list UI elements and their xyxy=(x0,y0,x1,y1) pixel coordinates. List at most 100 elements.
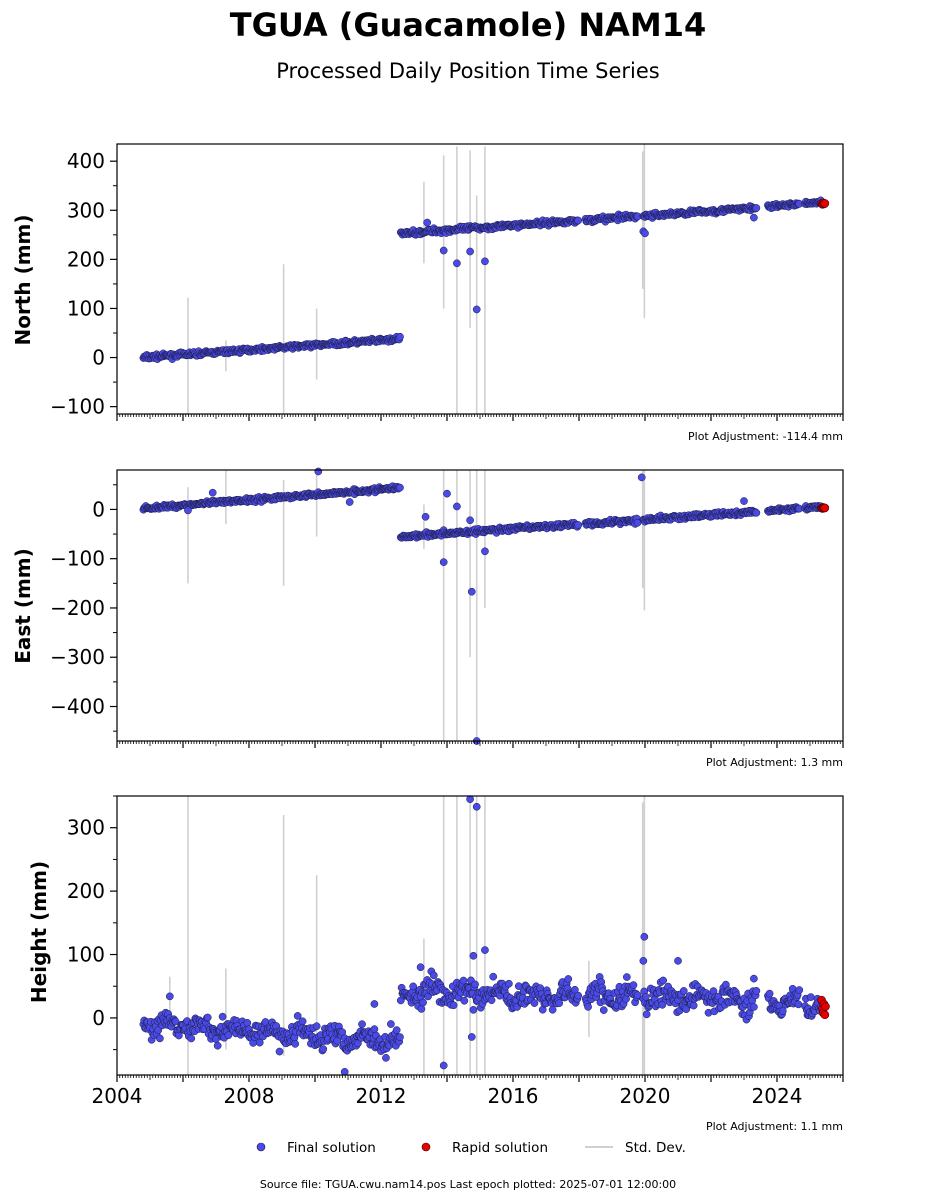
east-outlier-point xyxy=(439,558,448,566)
east-outlier-point xyxy=(421,512,430,521)
legend-rapid-marker xyxy=(421,1142,431,1152)
height-data-point xyxy=(658,1000,667,1009)
east-rapid-point xyxy=(820,503,830,513)
north-outlier-point xyxy=(481,257,489,266)
north-outlier-point xyxy=(423,218,432,227)
north-outlier-point xyxy=(466,247,474,256)
height-data-point xyxy=(243,1019,252,1027)
height-outlier-point xyxy=(674,957,682,965)
height-outlier-point xyxy=(640,932,649,941)
east-outlier-point xyxy=(184,506,192,515)
height-outlier-point xyxy=(370,1000,379,1008)
height-data-point xyxy=(417,1005,426,1013)
east-data-point xyxy=(752,508,761,517)
height-data-point xyxy=(750,1003,758,1011)
north-data-point xyxy=(396,332,404,341)
north-ytick-label: 400 xyxy=(67,149,105,173)
legend: Final solution Rapid solution Std. Dev. xyxy=(256,1140,686,1156)
height-data-point xyxy=(429,971,438,980)
height-data-point xyxy=(571,985,579,994)
north-data-point xyxy=(752,204,761,212)
height-data-point xyxy=(623,973,631,981)
height-data-point xyxy=(530,999,539,1007)
height-outlier-point xyxy=(467,1033,476,1041)
height-data-point xyxy=(629,981,638,989)
height-data-point xyxy=(641,992,650,1001)
east-ylabel: East (mm) xyxy=(11,548,35,664)
north-ylabel: North (mm) xyxy=(11,214,35,345)
north-outlier-point xyxy=(750,213,758,222)
height-outlier-point xyxy=(439,1061,448,1070)
height-data-point xyxy=(224,1031,233,1040)
height-data-point xyxy=(291,1040,300,1048)
height-data-point xyxy=(752,987,761,995)
height-data-point xyxy=(689,1001,698,1010)
height-data-point xyxy=(293,1012,302,1020)
height-data-point xyxy=(778,1007,787,1015)
panel-north: −100 0 100 200 300 400 North (mm) Plot Adjust… xyxy=(11,143,844,443)
height-data-point xyxy=(460,996,469,1005)
east-ytick-label: −300 xyxy=(50,645,105,669)
source-footer: Source file: TGUA.cwu.nam14.pos Last epo… xyxy=(260,1178,676,1191)
height-ylabel: Height (mm) xyxy=(27,861,51,1003)
north-ytick-label: 200 xyxy=(67,247,105,271)
height-xtick-label: 2020 xyxy=(620,1084,671,1108)
height-data-point xyxy=(487,996,496,1005)
height-data-point xyxy=(358,1020,366,1029)
height-data-point xyxy=(333,1036,342,1045)
east-ytick-label: −100 xyxy=(50,547,105,571)
height-data-point xyxy=(255,1038,264,1047)
height-data-point xyxy=(795,986,804,994)
height-data-point xyxy=(564,975,573,983)
height-ytick-label: 300 xyxy=(67,816,105,840)
north-outlier-point xyxy=(439,246,448,255)
legend-stddev-label: Std. Dev. xyxy=(625,1140,686,1156)
height-xtick-label: 2016 xyxy=(488,1084,539,1108)
height-outlier-point xyxy=(750,974,758,983)
height-data-point xyxy=(156,1034,164,1043)
panel-north-points xyxy=(139,196,830,363)
north-ytick-label: 100 xyxy=(67,296,105,320)
height-outlier-point xyxy=(340,1067,349,1076)
north-plot-frame xyxy=(116,143,844,415)
height-data-point xyxy=(382,1054,390,1062)
height-outlier-point xyxy=(466,795,474,804)
east-data-point xyxy=(396,483,404,492)
height-outlier-point xyxy=(416,963,425,972)
height-outlier-point xyxy=(469,951,478,960)
east-adjustment-note: Plot Adjustment: 1.3 mm xyxy=(706,756,843,769)
height-data-point xyxy=(469,1006,478,1014)
north-ytick-label: −100 xyxy=(50,395,105,419)
height-data-point xyxy=(679,987,688,995)
figure-subtitle: Processed Daily Position Time Series xyxy=(276,59,660,83)
panel-east-axes: −400 −300 −200 −100 0 xyxy=(50,469,844,748)
panel-height-points xyxy=(139,795,830,1076)
height-outlier-point xyxy=(165,992,174,1001)
panel-east-points xyxy=(139,467,830,745)
east-outlier-point xyxy=(481,547,489,556)
height-data-point xyxy=(298,1017,307,1026)
height-data-point xyxy=(171,1017,180,1026)
north-ytick-label: 300 xyxy=(67,198,105,222)
height-ytick-label: 200 xyxy=(67,879,105,903)
legend-item-final: Final solution xyxy=(256,1140,376,1156)
height-data-point xyxy=(633,991,642,1000)
height-data-point xyxy=(505,979,513,988)
height-data-point xyxy=(471,980,479,989)
legend-rapid-label: Rapid solution xyxy=(452,1140,548,1156)
panel-north-axes: −100 0 100 200 300 400 xyxy=(50,143,844,421)
legend-item-rapid: Rapid solution xyxy=(421,1140,548,1156)
height-data-point xyxy=(387,1020,395,1028)
panel-height: 0 100 200 300 2004 2008 2012 2016 2020 2024 Heigh… xyxy=(27,795,844,1133)
north-outlier-point xyxy=(472,305,481,314)
height-data-point xyxy=(642,1010,651,1019)
height-data-point xyxy=(409,982,418,991)
height-data-point xyxy=(187,1034,196,1043)
height-data-point xyxy=(396,1033,404,1041)
height-data-point xyxy=(449,1001,458,1010)
height-data-point xyxy=(555,999,564,1008)
height-data-point xyxy=(312,1022,321,1031)
east-outlier-point xyxy=(345,498,354,506)
east-ytick-label: −400 xyxy=(50,695,105,719)
